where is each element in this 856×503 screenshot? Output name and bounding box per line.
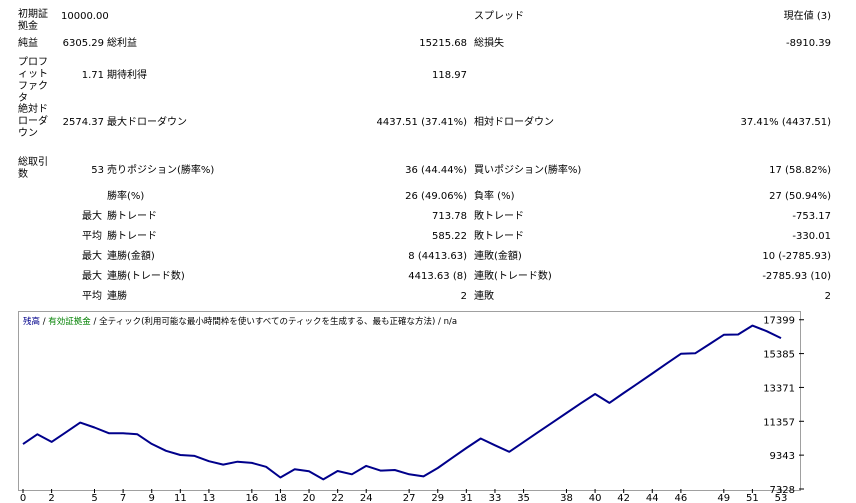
largest-win-value: 713.78: [432, 211, 467, 222]
largest-win-label: 勝トレード: [107, 211, 157, 222]
largest-loss-label: 敗トレード: [474, 211, 524, 222]
largest-prefix: 最大: [82, 211, 102, 222]
x-tick-label: 49: [717, 493, 730, 503]
short-positions-label: 売りポジション(勝率%): [107, 165, 215, 176]
max-cons-loss-label: 連敗(トレード数): [474, 271, 552, 282]
legend-tail: n/a: [443, 317, 458, 327]
gross-profit-label: 総利益: [107, 38, 137, 49]
legend-separator: /: [90, 317, 100, 327]
x-tick-label: 7: [120, 493, 126, 503]
initial-deposit-label: 初期証拠金: [18, 9, 48, 32]
max-cons-losses-label: 連敗(金額): [474, 251, 522, 262]
abs-drawdown-label: 絶対ドローダウン: [18, 104, 48, 139]
x-tick-label: 18: [274, 493, 287, 503]
chart-legend: 残高 / 有効証拠金 / 全ティック(利用可能な最小時間枠を使いすべてのティック…: [23, 315, 457, 327]
legend-equity: 有効証拠金: [48, 317, 91, 327]
expected-payoff-value: 118.97: [432, 70, 467, 81]
max-drawdown-label: 最大ドローダウン: [107, 117, 187, 128]
spread-value: 現在値 (3): [783, 11, 831, 22]
max-cons-loss-value: -2785.93 (10): [762, 271, 831, 282]
avg-win-label: 勝トレード: [107, 231, 157, 242]
y-tick-label: 7328: [770, 485, 795, 496]
x-tick-label: 22: [331, 493, 344, 503]
net-profit-label: 純益: [18, 38, 38, 49]
y-tick-label: 15385: [763, 350, 795, 361]
largest-prefix: 最大: [82, 251, 102, 262]
loss-rate-label: 負率 (%): [474, 191, 515, 202]
y-tick-label: 9343: [770, 451, 795, 462]
x-tick-label: 16: [245, 493, 258, 503]
max-cons-wins-value: 8 (4413.63): [408, 251, 467, 262]
avg-loss-label: 敗トレード: [474, 231, 524, 242]
max-cons-profit-label: 連勝(トレード数): [107, 271, 185, 282]
x-tick-label: 29: [431, 493, 444, 503]
x-tick-label: 44: [646, 493, 659, 503]
profit-factor-value: 1.71: [81, 70, 104, 81]
avg-cons-losses-value: 2: [824, 291, 831, 302]
y-tick-label: 11357: [763, 417, 795, 428]
gross-loss-value: -8910.39: [786, 38, 831, 49]
gross-loss-label: 総損失: [474, 38, 504, 49]
short-positions-value: 36 (44.44%): [405, 165, 467, 176]
balance-series-line: [22, 324, 782, 481]
x-tick-label: 24: [360, 493, 373, 503]
x-tick-label: 53: [775, 493, 788, 503]
y-tick-label: 17399: [763, 316, 795, 327]
win-rate-label: 勝率(%): [107, 191, 145, 202]
long-positions-value: 17 (58.82%): [769, 165, 831, 176]
legend-separator: /: [435, 317, 444, 327]
x-tick-label: 51: [746, 493, 759, 503]
avg-cons-wins-label: 連勝: [107, 291, 127, 302]
largest-loss-value: -753.17: [792, 211, 831, 222]
x-tick-label: 42: [617, 493, 630, 503]
x-tick-label: 31: [460, 493, 473, 503]
total-trades-value: 53: [91, 165, 104, 176]
net-profit-value: 6305.29: [62, 38, 104, 49]
x-tick-label: 11: [174, 493, 187, 503]
initial-deposit-value: 10000.00: [61, 11, 109, 22]
avg-loss-value: -330.01: [792, 231, 831, 242]
spread-label: スプレッド: [474, 11, 524, 22]
x-tick-label: 0: [20, 493, 26, 503]
average-prefix: 平均: [82, 231, 102, 242]
x-tick-label: 9: [149, 493, 155, 503]
avg-cons-losses-label: 連敗: [474, 291, 494, 302]
x-tick-label: 38: [560, 493, 573, 503]
x-tick-label: 2: [48, 493, 54, 503]
x-tick-label: 20: [303, 493, 316, 503]
y-tick-label: 13371: [763, 383, 795, 394]
rel-drawdown-value: 37.41% (4437.51): [740, 117, 831, 128]
gross-profit-value: 15215.68: [419, 38, 467, 49]
abs-drawdown-value: 2574.37: [62, 117, 104, 128]
legend-balance: 残高: [23, 317, 41, 327]
rel-drawdown-label: 相対ドローダウン: [474, 117, 554, 128]
max-cons-profit-value: 4413.63 (8): [408, 271, 467, 282]
x-tick-label: 13: [203, 493, 216, 503]
profit-factor-label: プロフィットファクタ: [18, 57, 48, 104]
win-rate-value: 26 (49.06%): [405, 191, 467, 202]
x-tick-label: 35: [517, 493, 530, 503]
avg-cons-wins-value: 2: [460, 291, 467, 302]
max-cons-losses-value: 10 (-2785.93): [762, 251, 831, 262]
x-tick-label: 40: [589, 493, 602, 503]
max-cons-wins-label: 連勝(金額): [107, 251, 155, 262]
legend-model: 全ティック(利用可能な最小時間枠を使いすべてのティックを生成する、最も正確な方法…: [99, 317, 436, 327]
largest-prefix: 最大: [82, 271, 102, 282]
expected-payoff-label: 期待利得: [107, 70, 147, 81]
avg-win-value: 585.22: [432, 231, 467, 242]
x-tick-label: 27: [403, 493, 416, 503]
x-tick-label: 5: [91, 493, 97, 503]
loss-rate-value: 27 (50.94%): [769, 191, 831, 202]
legend-separator: /: [40, 317, 49, 327]
long-positions-label: 買いポジション(勝率%): [474, 165, 582, 176]
max-drawdown-value: 4437.51 (37.41%): [376, 117, 467, 128]
x-tick-label: 33: [489, 493, 502, 503]
total-trades-label: 総取引数: [18, 157, 48, 180]
average-prefix: 平均: [82, 291, 102, 302]
x-tick-label: 46: [675, 493, 688, 503]
